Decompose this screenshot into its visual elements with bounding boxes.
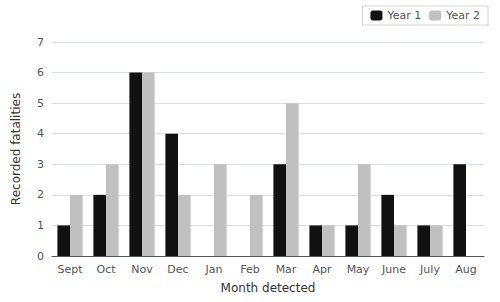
svg-text:Oct: Oct bbox=[96, 263, 116, 276]
svg-text:6: 6 bbox=[37, 66, 44, 79]
svg-text:July: July bbox=[419, 263, 440, 276]
svg-text:Apr: Apr bbox=[312, 263, 332, 276]
svg-text:May: May bbox=[347, 263, 370, 276]
svg-text:5: 5 bbox=[37, 97, 44, 110]
svg-text:Jan: Jan bbox=[205, 263, 223, 276]
svg-text:Dec: Dec bbox=[167, 263, 188, 276]
svg-text:Mar: Mar bbox=[276, 263, 297, 276]
svg-text:7: 7 bbox=[37, 36, 44, 49]
svg-text:Year 1: Year 1 bbox=[386, 9, 421, 22]
svg-text:June: June bbox=[381, 263, 406, 276]
svg-text:4: 4 bbox=[37, 127, 44, 140]
svg-text:1: 1 bbox=[37, 219, 44, 232]
svg-text:Feb: Feb bbox=[240, 263, 259, 276]
svg-text:Recorded fatalities: Recorded fatalities bbox=[9, 93, 23, 205]
svg-text:Aug: Aug bbox=[455, 263, 476, 276]
svg-text:Sept: Sept bbox=[57, 263, 83, 276]
svg-text:3: 3 bbox=[37, 158, 44, 171]
svg-text:Nov: Nov bbox=[131, 263, 153, 276]
svg-text:0: 0 bbox=[37, 250, 44, 263]
svg-text:2: 2 bbox=[37, 188, 44, 201]
svg-text:Year 2: Year 2 bbox=[445, 9, 480, 22]
svg-text:Month detected: Month detected bbox=[221, 281, 316, 295]
